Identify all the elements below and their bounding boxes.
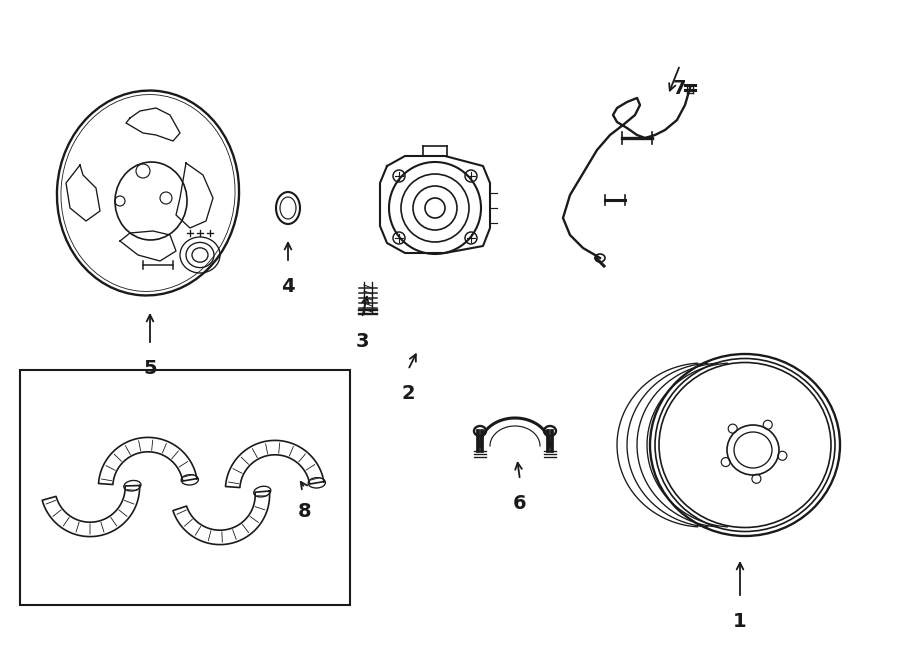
Text: 6: 6 xyxy=(513,494,526,513)
Text: 3: 3 xyxy=(356,332,369,351)
Text: 8: 8 xyxy=(298,502,311,521)
Text: 1: 1 xyxy=(734,612,747,631)
Text: 2: 2 xyxy=(401,384,415,403)
Ellipse shape xyxy=(308,478,326,488)
Text: 7: 7 xyxy=(673,79,687,98)
Ellipse shape xyxy=(254,486,271,497)
Text: 4: 4 xyxy=(281,277,295,296)
Bar xyxy=(20,370,350,605)
Text: 5: 5 xyxy=(143,359,157,378)
Ellipse shape xyxy=(124,481,141,491)
Ellipse shape xyxy=(181,475,198,485)
